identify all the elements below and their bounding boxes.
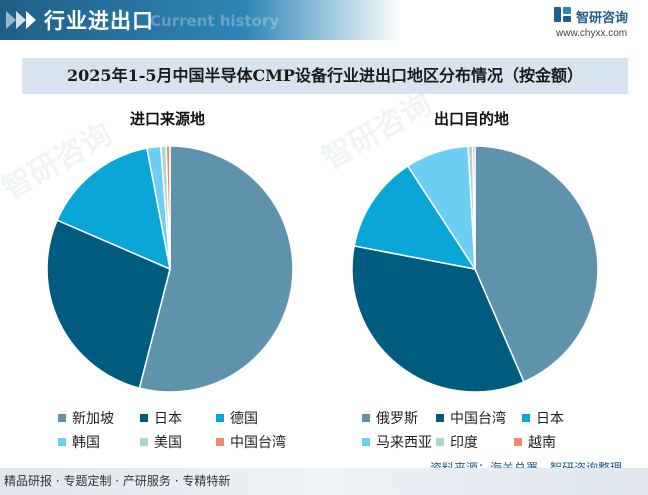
legend-swatch: [514, 438, 522, 446]
legend-swatch: [362, 414, 370, 422]
legend-swatch: [58, 438, 66, 446]
legend-item: 德国: [216, 410, 258, 428]
legend-item: 日本: [140, 410, 182, 428]
legend-label: 韩国: [72, 435, 100, 451]
import-panel-title: 进口来源地: [130, 110, 206, 128]
export-panel-title: 出口目的地: [434, 110, 510, 128]
legend-label: 新加坡: [72, 411, 114, 427]
legend-item: 马来西亚: [362, 434, 432, 452]
legend-swatch: [58, 414, 66, 422]
legend-swatch: [436, 438, 444, 446]
legend-label: 日本: [536, 411, 564, 427]
legend-item: 韩国: [58, 434, 100, 452]
pie-slice-export-1: [351, 245, 525, 393]
pie-slice-import-2: [56, 147, 172, 271]
header-arrow-icon: [6, 11, 36, 29]
chart-title: 2025年1-5月中国半导体CMP设备行业进出口地区分布情况（按金额）: [67, 66, 583, 85]
chart-title-box: [22, 58, 628, 94]
legend-item: 中国台湾: [436, 410, 506, 428]
legend-item: 俄罗斯: [362, 410, 418, 428]
legend-swatch: [522, 414, 530, 422]
brand-name: 智研咨询: [576, 11, 629, 26]
legend-label: 印度: [450, 435, 478, 451]
header-ghost-text: Current history: [150, 12, 280, 30]
legend-item: 美国: [140, 434, 182, 452]
legend-label: 日本: [154, 411, 182, 427]
legend-label: 美国: [154, 435, 182, 451]
legend-swatch: [140, 438, 148, 446]
legend-label: 德国: [230, 411, 258, 427]
legend-item: 越南: [514, 434, 556, 452]
page-title: 行业进出口: [44, 9, 154, 33]
legend-swatch: [436, 414, 444, 422]
footer-bar: [0, 468, 648, 495]
legend-label: 中国台湾: [450, 411, 506, 427]
header-bar: [0, 0, 648, 40]
legend-item: 中国台湾: [216, 434, 286, 452]
pie-slice-export-5: [471, 145, 476, 270]
legend-item: 日本: [522, 410, 564, 428]
legend-swatch: [216, 438, 224, 446]
pie-slice-export-2: [353, 164, 477, 271]
pie-slice-import-0: [138, 145, 294, 393]
legend-item: 新加坡: [58, 410, 114, 428]
legend-swatch: [362, 438, 370, 446]
pie-slice-import-1: [46, 219, 171, 390]
legend-label: 越南: [528, 435, 556, 451]
footer-tagline: 精品研报 · 专题定制 · 产研服务 · 专精特新: [4, 474, 231, 488]
brand-url[interactable]: www.chyxx.com: [556, 28, 628, 39]
legend-label: 马来西亚: [376, 435, 432, 451]
pie-slice-export-0: [474, 145, 599, 383]
pie-slice-import-5: [165, 145, 171, 270]
legend-swatch: [140, 414, 148, 422]
brand-logo-icon: [554, 7, 571, 22]
legend-item: 印度: [436, 434, 478, 452]
legend-label: 俄罗斯: [376, 411, 418, 427]
legend-swatch: [216, 414, 224, 422]
legend-label: 中国台湾: [230, 435, 286, 451]
